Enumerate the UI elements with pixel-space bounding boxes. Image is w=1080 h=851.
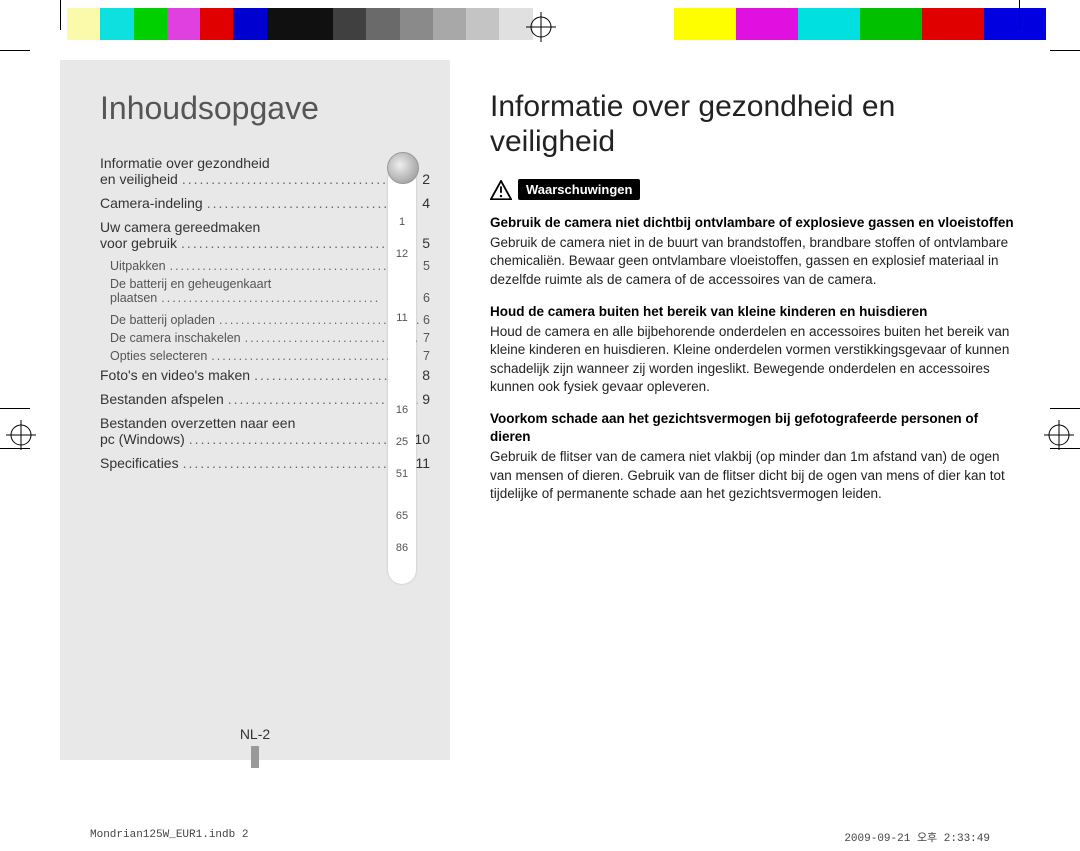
crop-mark [60, 0, 61, 30]
toc-item: Foto's en video's maken.................… [100, 367, 430, 383]
safety-body: Gebruik de flitser van de camera niet vl… [490, 448, 1020, 503]
crop-mark [0, 448, 30, 449]
safety-block: Gebruik de camera niet dichtbij ontvlamb… [490, 214, 1020, 289]
toc-title: Inhoudsopgave [100, 90, 430, 127]
toc-item: Bestanden afspelen......................… [100, 391, 430, 407]
crop-mark [1050, 408, 1080, 409]
page-guide-num: 16 [388, 404, 416, 416]
toc-item: Opties selecteren.......................… [110, 349, 430, 363]
safety-heading: Houd de camera buiten het bereik van kle… [490, 303, 1020, 321]
crop-mark [0, 408, 30, 409]
safety-block: Voorkom schade aan het gezichtsvermogen … [490, 410, 1020, 503]
page-guide-column: 1 12 11 16 25 51 65 86 [388, 166, 416, 584]
page-guide-num: 1 [388, 216, 416, 228]
page-tick [251, 746, 259, 768]
footer-date: 2009-09-21 오후 2:33:49 [844, 829, 990, 845]
footer: Mondrian125W_EUR1.indb 2 2009-09-21 오후 2… [0, 829, 1080, 845]
toc-item: Uitpakken...............................… [110, 259, 430, 273]
color-bar-right [674, 8, 1046, 40]
safety-title: Informatie over gezondheid en veiligheid [490, 90, 1020, 159]
warning-badge: Waarschuwingen [490, 179, 640, 200]
color-bar-left [34, 8, 566, 40]
toc-item: Informatie over gezondheiden veiligheid.… [100, 155, 430, 187]
safety-panel: Informatie over gezondheid en veiligheid… [490, 60, 1020, 760]
page-guide-num: 86 [388, 542, 416, 554]
disc-icon [387, 152, 419, 184]
toc-item: Camera-indeling.........................… [100, 195, 430, 211]
toc-item: De batterij en geheugenkaartplaatsen....… [110, 277, 430, 305]
toc-item: Uw camera gereedmakenvoor gebruik.......… [100, 219, 430, 251]
page-guide-num: 11 [388, 312, 416, 324]
warning-label: Waarschuwingen [518, 179, 640, 200]
safety-body: Gebruik de camera niet in de buurt van b… [490, 234, 1020, 289]
crop-mark [1050, 50, 1080, 51]
safety-body: Houd de camera en alle bijbehorende onde… [490, 323, 1020, 396]
page-guide-num: 65 [388, 510, 416, 522]
toc-item: Bestanden overzetten naar eenpc (Windows… [100, 415, 430, 447]
crop-mark [1050, 448, 1080, 449]
toc-item: Specificaties...........................… [100, 455, 430, 471]
registration-mark-left [6, 420, 36, 450]
footer-file: Mondrian125W_EUR1.indb 2 [90, 829, 248, 845]
toc-panel: Inhoudsopgave Informatie over gezondheid… [60, 60, 450, 760]
safety-block: Houd de camera buiten het bereik van kle… [490, 303, 1020, 396]
safety-heading: Voorkom schade aan het gezichtsvermogen … [490, 410, 1020, 446]
registration-mark-top [526, 12, 556, 42]
toc-item: De batterij opladen.....................… [110, 313, 430, 327]
page-guide-num: 12 [388, 248, 416, 260]
page-guide-num: 25 [388, 436, 416, 448]
page-guide-num: 51 [388, 468, 416, 480]
crop-mark [0, 50, 30, 51]
page-number: NL-2 [240, 726, 270, 742]
crop-mark [1019, 0, 1020, 30]
warning-icon [490, 180, 512, 200]
registration-mark-right [1044, 420, 1074, 450]
safety-heading: Gebruik de camera niet dichtbij ontvlamb… [490, 214, 1020, 232]
toc-item: De camera inschakelen...................… [110, 331, 430, 345]
